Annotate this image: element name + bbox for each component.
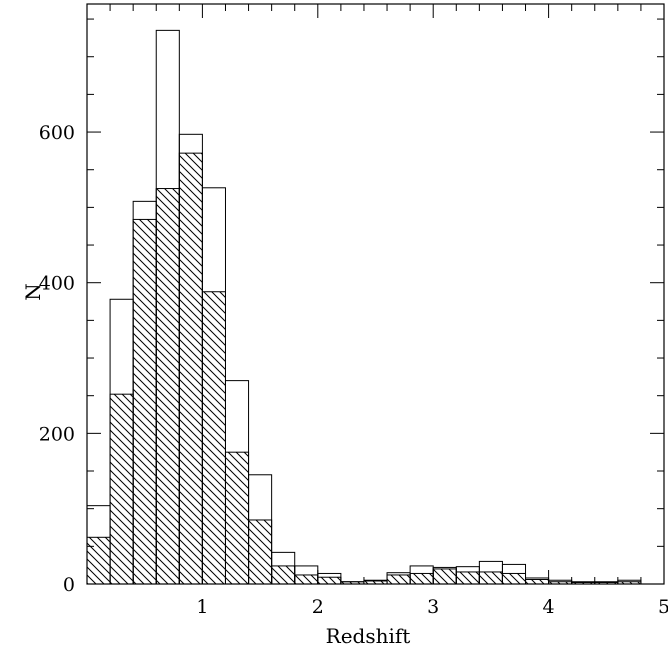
hatched-bar xyxy=(248,519,273,585)
hatched-bar xyxy=(201,291,226,585)
hatched-series xyxy=(86,152,642,585)
hatched-bar xyxy=(409,572,434,585)
x-tick-label: 5 xyxy=(658,596,668,618)
x-tick-label: 3 xyxy=(427,596,439,618)
tick-labels: 1 2 3 4 5 0 200 400 600 xyxy=(39,122,668,618)
y-axis-label: N xyxy=(21,283,45,301)
hatched-bar xyxy=(317,576,342,585)
x-tick-label: 2 xyxy=(312,596,324,618)
y-tick-label: 400 xyxy=(39,273,75,295)
y-tick-label: 600 xyxy=(39,122,75,144)
x-tick-label: 4 xyxy=(543,596,555,618)
plot-frame xyxy=(86,3,665,585)
hatched-bar xyxy=(155,188,180,585)
hatched-bar xyxy=(132,218,157,585)
hatched-bar xyxy=(109,393,134,585)
hatched-bar xyxy=(86,536,111,585)
y-tick-label: 0 xyxy=(63,574,75,596)
hatched-bar xyxy=(294,574,319,585)
x-axis-label: Redshift xyxy=(326,624,411,648)
hatched-bar xyxy=(271,565,296,585)
hatched-bar xyxy=(455,571,480,585)
axis-ticks xyxy=(87,4,665,585)
hatched-bar xyxy=(224,451,250,585)
hatched-bar xyxy=(386,574,411,585)
hatched-bar xyxy=(432,568,457,585)
hatched-bar xyxy=(478,571,503,585)
hatched-bar xyxy=(525,578,550,585)
hatched-bar xyxy=(501,572,527,585)
x-tick-label: 1 xyxy=(196,596,208,618)
hatched-bar xyxy=(178,152,203,585)
y-tick-label: 200 xyxy=(39,423,75,445)
